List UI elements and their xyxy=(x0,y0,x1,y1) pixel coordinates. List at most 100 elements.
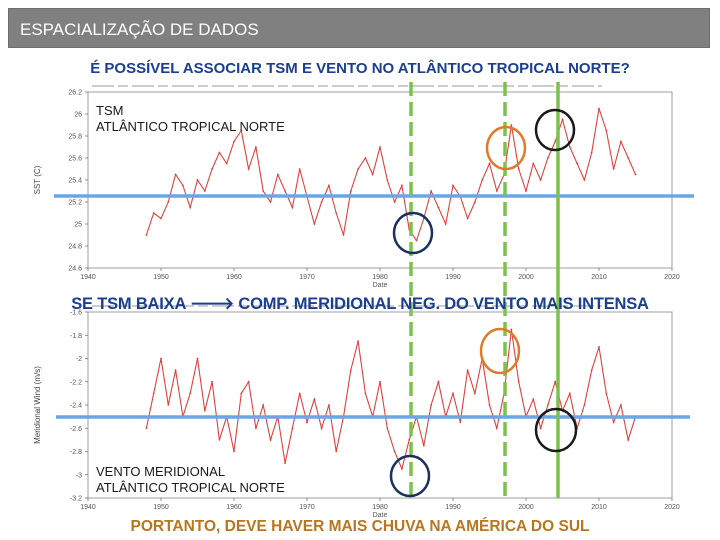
data-point xyxy=(634,173,637,176)
data-point xyxy=(218,439,221,441)
data-point xyxy=(466,369,469,371)
x-tick-label: 1940 xyxy=(80,274,96,281)
y-tick-label: 25.8 xyxy=(68,134,82,141)
data-point xyxy=(568,146,571,148)
data-point xyxy=(386,179,389,181)
data-point xyxy=(160,357,162,360)
data-point xyxy=(598,107,600,110)
data-point xyxy=(328,184,330,187)
data-point xyxy=(174,369,177,371)
x-tick-label: 1970 xyxy=(299,274,315,281)
data-point xyxy=(247,168,250,170)
data-point xyxy=(218,151,221,154)
x-tick-label: 2000 xyxy=(518,274,534,281)
data-point xyxy=(284,190,286,192)
data-point xyxy=(167,404,170,406)
x-tick-label: 1970 xyxy=(299,504,315,511)
data-point xyxy=(590,151,593,154)
panel-label-line: ATLÂNTICO TROPICAL NORTE xyxy=(96,119,285,134)
data-point xyxy=(182,184,184,187)
data-point xyxy=(605,129,608,132)
y-tick-label: -2 xyxy=(76,356,82,363)
data-point xyxy=(590,369,593,371)
x-tick-label: 1980 xyxy=(372,504,388,511)
data-point xyxy=(466,217,469,220)
data-point xyxy=(233,140,235,143)
y-tick-label: -3.2 xyxy=(70,496,82,503)
data-point xyxy=(174,173,177,176)
data-point xyxy=(386,427,389,430)
y-tick-label: 25 xyxy=(74,222,82,229)
data-point xyxy=(452,392,454,395)
series-line xyxy=(145,329,637,471)
y-axis-label: SST (C) xyxy=(33,165,42,194)
data-point xyxy=(291,206,294,209)
data-point xyxy=(554,380,557,383)
data-point xyxy=(255,427,257,430)
data-point xyxy=(211,380,214,383)
data-point xyxy=(605,392,608,395)
data-point xyxy=(313,398,316,401)
x-tick-label: 2020 xyxy=(664,504,680,511)
data-point xyxy=(437,206,440,209)
y-tick-label: -1.8 xyxy=(70,333,82,340)
navy-circle-bottom xyxy=(389,454,431,498)
data-point xyxy=(495,190,498,192)
data-point xyxy=(612,421,615,424)
y-tick-label: -3 xyxy=(76,472,82,479)
data-point xyxy=(379,380,381,383)
data-point xyxy=(320,201,323,203)
orange-circle-top xyxy=(485,125,527,171)
data-point xyxy=(313,223,316,225)
data-point xyxy=(306,421,308,424)
x-tick-label: 2010 xyxy=(591,504,607,511)
data-point xyxy=(583,404,586,406)
data-point xyxy=(262,404,265,406)
x-tick-label: 2010 xyxy=(591,274,607,281)
data-point xyxy=(568,392,571,395)
data-point xyxy=(145,427,148,430)
data-point xyxy=(554,140,557,143)
navy-circle-top xyxy=(392,211,434,255)
x-tick-label: 1980 xyxy=(372,274,388,281)
data-point xyxy=(298,168,301,170)
data-point xyxy=(583,179,586,181)
data-point xyxy=(539,179,542,181)
data-point xyxy=(547,404,549,406)
data-point xyxy=(233,450,235,453)
data-point xyxy=(408,439,411,441)
middle-statement: SE TSM BAIXA 🡒 COMP. MERIDIONAL NEG. DO … xyxy=(71,295,649,313)
x-tick-label: 2020 xyxy=(664,274,680,281)
data-point xyxy=(298,392,301,395)
data-point xyxy=(495,427,498,430)
data-point xyxy=(152,212,155,214)
x-tick-label: 1990 xyxy=(445,274,461,281)
data-point xyxy=(415,239,418,242)
data-point xyxy=(481,179,484,181)
data-point xyxy=(444,223,447,225)
data-point xyxy=(269,201,272,203)
annotation-overlay xyxy=(54,82,694,498)
data-point xyxy=(598,346,600,348)
data-point xyxy=(364,157,367,159)
x-tick-label: 1960 xyxy=(226,504,242,511)
x-axis-label: Date xyxy=(373,282,388,289)
data-point xyxy=(335,450,338,453)
data-point xyxy=(488,162,491,165)
data-point xyxy=(532,398,535,401)
y-tick-label: 26.2 xyxy=(68,90,82,97)
data-point xyxy=(342,234,345,236)
data-point xyxy=(371,173,374,176)
data-point xyxy=(160,217,162,220)
y-tick-label: -2.8 xyxy=(70,449,82,456)
data-point xyxy=(576,162,578,165)
y-tick-label: 26 xyxy=(74,112,82,119)
data-point xyxy=(284,462,286,464)
data-point xyxy=(459,421,462,424)
conclusion-text: PORTANTO, DEVE HAVER MAIS CHUVA NA AMÉRI… xyxy=(130,518,590,535)
data-point xyxy=(189,392,192,395)
data-point xyxy=(517,380,520,383)
data-point xyxy=(422,444,425,447)
data-point xyxy=(196,179,199,181)
